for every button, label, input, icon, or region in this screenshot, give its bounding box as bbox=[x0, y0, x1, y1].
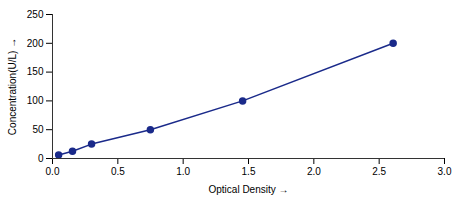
svg-text:50: 50 bbox=[32, 124, 44, 135]
svg-text:0.0: 0.0 bbox=[46, 166, 60, 177]
svg-text:100: 100 bbox=[27, 95, 44, 106]
svg-text:Optical Density →: Optical Density → bbox=[208, 184, 288, 195]
svg-text:Concentration(U/L) →: Concentration(U/L) → bbox=[7, 38, 18, 135]
svg-text:250: 250 bbox=[27, 9, 44, 20]
svg-text:0.5: 0.5 bbox=[111, 166, 125, 177]
svg-text:200: 200 bbox=[27, 38, 44, 49]
svg-text:2.5: 2.5 bbox=[372, 166, 386, 177]
svg-text:1.5: 1.5 bbox=[242, 166, 256, 177]
svg-text:150: 150 bbox=[27, 66, 44, 77]
svg-text:2.0: 2.0 bbox=[307, 166, 321, 177]
svg-text:0: 0 bbox=[38, 153, 44, 164]
svg-text:3.0: 3.0 bbox=[438, 166, 452, 177]
svg-text:1.0: 1.0 bbox=[176, 166, 190, 177]
